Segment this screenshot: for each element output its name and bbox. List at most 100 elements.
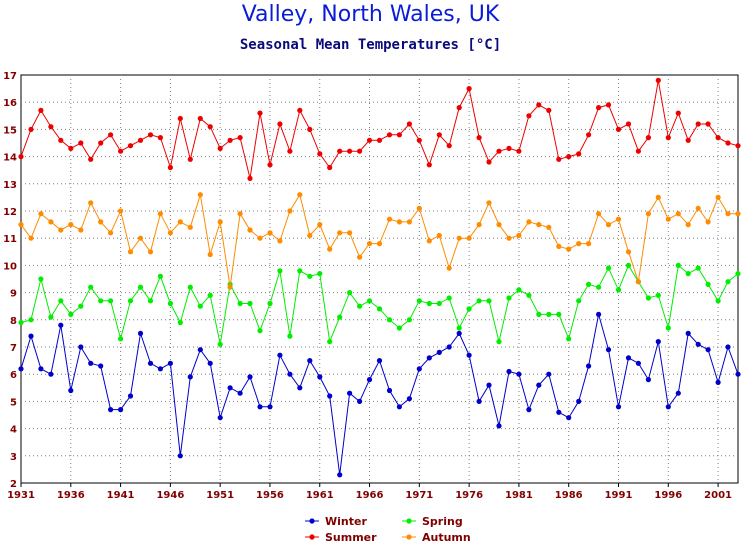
winter-data-point	[725, 344, 731, 350]
summer-data-point	[586, 132, 592, 138]
winter-data-point	[596, 311, 602, 317]
autumn-data-point	[546, 224, 552, 230]
spring-data-point	[347, 290, 353, 296]
summer-data-point	[486, 159, 492, 165]
spring-data-point	[516, 287, 522, 293]
winter-data-point	[257, 404, 263, 410]
spring-data-point	[207, 292, 213, 298]
spring-data-point	[376, 306, 383, 312]
winter-data-point	[536, 382, 542, 388]
winter-data-point	[655, 339, 661, 345]
y-tick-label: 14	[3, 153, 17, 164]
legend: Winter Spring Summer Autumn	[305, 515, 471, 544]
winter-data-point	[605, 347, 612, 353]
y-tick-label: 12	[3, 207, 17, 218]
winter-data-point	[506, 368, 512, 375]
autumn-data-point	[605, 222, 612, 228]
legend-autumn-label: Autumn	[422, 531, 471, 544]
winter-data-point	[406, 396, 412, 402]
x-tick-label: 1946	[156, 490, 184, 501]
autumn-data-point	[237, 211, 243, 217]
spring-data-point	[78, 303, 84, 309]
winter-data-point	[317, 374, 323, 380]
spring-data-point	[307, 273, 313, 279]
summer-data-point	[446, 143, 452, 149]
spring-data-point	[38, 276, 44, 282]
autumn-data-point	[576, 241, 582, 247]
x-tick-label: 1996	[654, 490, 682, 501]
spring-data-point	[386, 317, 393, 323]
winter-data-point	[347, 390, 353, 396]
autumn-data-point	[715, 194, 721, 200]
autumn-data-point	[267, 230, 273, 236]
autumn-data-point	[137, 235, 144, 241]
autumn-data-point	[297, 192, 303, 198]
winter-data-point	[297, 385, 303, 391]
y-tick-label: 16	[3, 98, 17, 109]
summer-data-point	[605, 102, 612, 108]
spring-data-point	[596, 284, 602, 290]
spring-data-point	[237, 300, 243, 307]
spring-data-point	[436, 300, 442, 307]
summer-data-point	[327, 164, 333, 171]
autumn-data-point	[426, 238, 432, 244]
autumn-data-point	[207, 251, 213, 258]
spring-data-point	[406, 317, 412, 323]
winter-data-point	[88, 360, 94, 366]
summer-data-point	[347, 148, 353, 154]
summer-data-point	[386, 132, 393, 138]
spring-data-point	[58, 298, 64, 304]
winter-data-point	[625, 355, 632, 361]
autumn-data-point	[645, 211, 652, 217]
chart-title: Valley, North Wales, UK	[241, 2, 500, 27]
summer-data-point	[635, 148, 642, 154]
summer-data-point	[476, 135, 482, 141]
winter-data-point	[267, 404, 273, 410]
legend-summer-label: Summer	[325, 531, 377, 544]
summer-data-point	[137, 137, 144, 143]
spring-data-point	[88, 284, 94, 290]
y-tick-label: 17	[3, 71, 17, 82]
spring-data-point	[267, 300, 273, 307]
legend-winter-marker	[309, 518, 315, 524]
winter-data-point	[635, 360, 642, 366]
summer-data-point	[28, 126, 34, 132]
legend-winter-label: Winter	[325, 515, 367, 528]
summer-data-point	[78, 140, 84, 146]
y-tick-label: 4	[10, 425, 17, 436]
spring-data-point	[137, 284, 144, 290]
autumn-data-point	[197, 192, 203, 198]
summer-data-point	[197, 115, 203, 122]
summer-data-point	[566, 154, 572, 160]
chart-subtitle: Seasonal Mean Temperatures [°C]	[239, 37, 502, 53]
autumn-data-point	[446, 265, 452, 271]
summer-data-point	[705, 121, 711, 127]
autumn-data-point	[416, 205, 422, 211]
summer-data-point	[416, 137, 422, 143]
autumn-data-point	[287, 208, 293, 214]
y-tick-label: 13	[3, 180, 17, 191]
winter-data-point	[108, 407, 114, 413]
summer-data-point	[18, 154, 24, 160]
winter-data-point	[396, 404, 402, 410]
winter-data-point	[157, 366, 163, 372]
spring-data-point	[496, 339, 502, 345]
y-tick-label: 2	[10, 479, 17, 490]
autumn-data-point	[58, 227, 64, 233]
autumn-data-point	[167, 230, 173, 236]
summer-data-point	[357, 148, 363, 154]
summer-data-point	[307, 126, 313, 132]
spring-data-point	[625, 262, 632, 268]
legend-spring-label: Spring	[422, 515, 463, 528]
summer-data-point	[48, 124, 54, 130]
winter-data-point	[98, 363, 104, 369]
summer-data-point	[516, 148, 522, 154]
autumn-data-point	[347, 230, 353, 236]
x-tick-label: 2001	[704, 490, 732, 501]
summer-data-point	[556, 156, 562, 162]
winter-data-point	[586, 363, 592, 369]
autumn-data-point	[98, 219, 104, 225]
autumn-data-point	[78, 227, 84, 233]
y-tick-label: 5	[10, 397, 17, 408]
spring-data-point	[466, 306, 472, 312]
